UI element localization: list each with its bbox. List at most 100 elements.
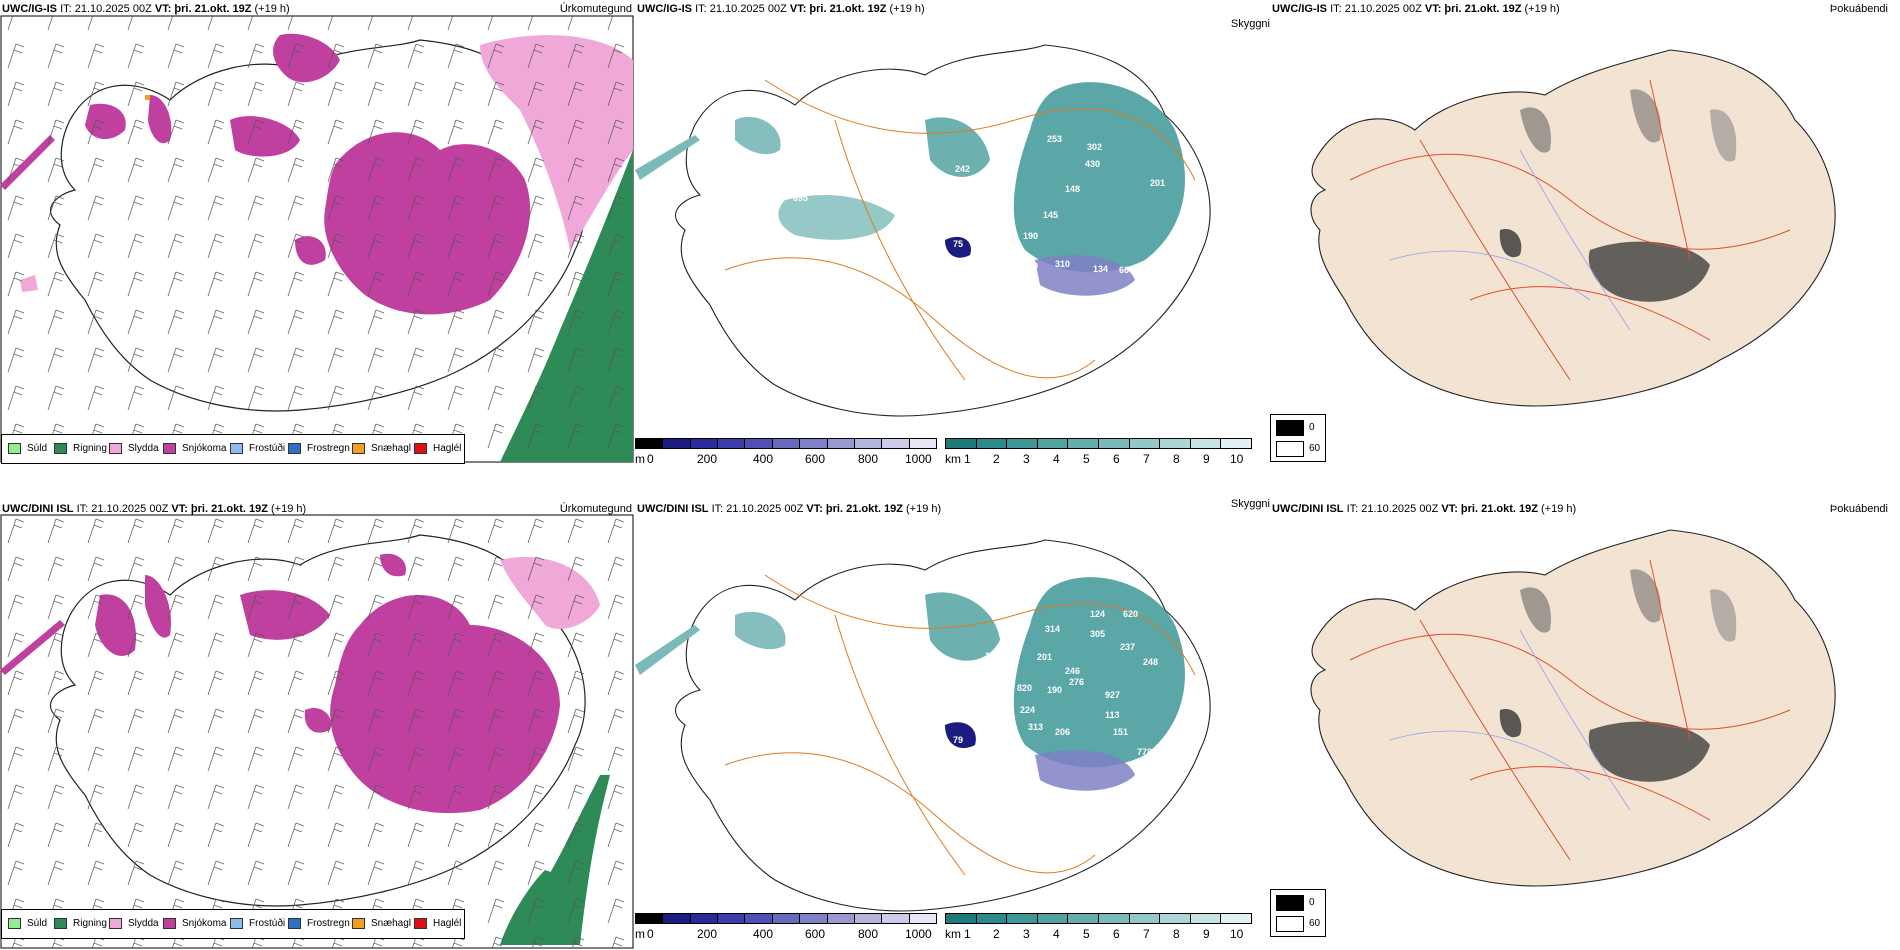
panel-igis-precip: UWC/IG-IS IT: 21.10.2025 00Z VT: þri. 21… [0, 0, 635, 475]
fog-legend-label: 0 [1309, 422, 1315, 433]
legend-swatch [414, 443, 427, 454]
svg-text:276: 276 [1069, 677, 1084, 687]
legend-item-snjokoma: Snjókoma [163, 443, 226, 454]
legend-item-frostregn: Frostregn [288, 918, 350, 929]
legend-swatch [109, 443, 122, 454]
svg-text:85: 85 [897, 702, 907, 712]
legend-item-snaehagl: Snæhagl [352, 443, 411, 454]
fog-legend: 0 60 [1270, 889, 1326, 937]
legend-item-frostudi: Frostúði [230, 443, 285, 454]
svg-text:201: 201 [1037, 652, 1052, 662]
legend-swatch [8, 443, 21, 454]
tick-label: 4 [1053, 927, 1060, 941]
tick-label: 600 [805, 452, 826, 466]
tick-label: 600 [805, 927, 826, 941]
tick-label: 6 [1113, 927, 1120, 941]
tick-label: 2 [993, 927, 1000, 941]
svg-text:110: 110 [993, 724, 1008, 734]
svg-text:133: 133 [927, 580, 942, 590]
svg-text:124: 124 [1090, 609, 1105, 619]
panel-field-label: Úrkomutegund [559, 503, 632, 515]
fog-legend-label: 60 [1309, 443, 1321, 454]
svg-text:79: 79 [953, 735, 963, 745]
tick-label: 200 [697, 927, 718, 941]
legend-swatch [109, 918, 122, 929]
tick-label: 9 [1203, 927, 1210, 941]
legend-item-sudl: Súld [8, 918, 47, 929]
svg-text:305: 305 [1090, 629, 1105, 639]
panel-dini-precip: UWC/DINI ISL IT: 21.10.2025 00Z VT: þri.… [0, 475, 635, 950]
panel-field-label: Úrkomutegund [559, 3, 632, 15]
svg-text:339: 339 [1023, 261, 1038, 271]
svg-text:157: 157 [897, 241, 912, 251]
panel-igis-vis: UWC/IG-IS IT: 21.10.2025 00Z VT: þri. 21… [635, 0, 1270, 475]
panel-title: UWC/IG-IS IT: 21.10.2025 00Z VT: þri. 21… [2, 3, 290, 15]
fog-legend: 0 60 [1270, 414, 1326, 462]
svg-text:313: 313 [1028, 722, 1043, 732]
svg-text:75: 75 [953, 239, 963, 249]
svg-text:246: 246 [1065, 666, 1080, 676]
fog-legend-swatch-0 [1276, 420, 1304, 436]
svg-text:145: 145 [1043, 210, 1058, 220]
legend-item-snjokoma: Snjókoma [163, 918, 226, 929]
svg-text:120: 120 [985, 651, 1000, 661]
tick-label: 1 [964, 927, 971, 941]
cloud-base-labels: 253 302 430 242 74 148 201 695 145 190 7… [793, 134, 1165, 275]
svg-text:778: 778 [1137, 747, 1152, 757]
legend-swatch [288, 443, 301, 454]
panel-field-label: Þokuábendi [1829, 3, 1888, 15]
precip-legend: Súld Rigning Slydda Snjókoma Frostúði Fr… [1, 909, 465, 939]
iceland-outline [1310, 529, 1836, 887]
iceland-outline [1310, 49, 1836, 407]
svg-text:139: 139 [895, 627, 910, 637]
panel-igis-fog: UWC/IG-IS IT: 21.10.2025 00Z VT: þri. 21… [1270, 0, 1900, 475]
legend-swatch [352, 443, 365, 454]
svg-text:206: 206 [1055, 727, 1070, 737]
svg-text:695: 695 [793, 193, 808, 203]
fog-legend-swatch-60 [1276, 916, 1304, 932]
svg-text:134: 134 [1093, 264, 1108, 274]
tick-label: 400 [753, 452, 774, 466]
tick-label: 1000 [905, 927, 932, 941]
visibility-unit: km [945, 927, 961, 941]
legend-swatch [288, 918, 301, 929]
legend-swatch [8, 918, 21, 929]
svg-text:113: 113 [1105, 710, 1120, 720]
tick-label: 5 [1083, 452, 1090, 466]
svg-text:148: 148 [1065, 184, 1080, 194]
legend-swatch [414, 918, 427, 929]
tick-label: 4 [1053, 452, 1060, 466]
tick-label: 1000 [905, 452, 932, 466]
cloud-base-labels: 378 139 133 314 124 620 305 237 120 87 2… [795, 580, 1158, 757]
panel-dini-fog: UWC/DINI ISL IT: 21.10.2025 00Z VT: þri.… [1270, 475, 1900, 950]
legend-item-rigning: Rigning [54, 443, 107, 454]
tick-label: 5 [1083, 927, 1090, 941]
svg-text:74: 74 [975, 197, 985, 207]
tick-label: 8 [1173, 452, 1180, 466]
tick-label: 1 [964, 452, 971, 466]
tick-label: 3 [1023, 927, 1030, 941]
precip-legend: Súld Rigning Slydda Snjókoma Frostúði Fr… [1, 434, 465, 464]
legend-item-frostregn: Frostregn [288, 443, 350, 454]
panel-title: UWC/DINI ISL IT: 21.10.2025 00Z VT: þri.… [637, 503, 942, 515]
legend-swatch [163, 443, 176, 454]
svg-text:224: 224 [1020, 705, 1035, 715]
svg-text:820: 820 [1017, 683, 1032, 693]
panel-title: UWC/DINI ISL IT: 21.10.2025 00Z VT: þri.… [2, 503, 307, 515]
legend-item-slydda: Slydda [109, 918, 159, 929]
svg-text:66: 66 [1119, 265, 1129, 275]
tick-label: 7 [1143, 927, 1150, 941]
svg-text:378: 378 [795, 625, 810, 635]
visibility-unit: km [945, 452, 961, 466]
fog-map [1310, 49, 1836, 407]
panel-title: UWC/IG-IS IT: 21.10.2025 00Z VT: þri. 21… [1272, 3, 1560, 15]
cloud-base-unit: m [635, 452, 645, 466]
svg-text:253: 253 [1047, 134, 1062, 144]
panel-field-label: Skyggni [1230, 18, 1270, 30]
tick-label: 200 [697, 452, 718, 466]
visibility-map: 378 139 133 314 124 620 305 237 120 87 2… [635, 539, 1211, 912]
svg-text:151: 151 [1113, 727, 1128, 737]
tick-label: 800 [858, 927, 879, 941]
legend-swatch [352, 918, 365, 929]
svg-text:87: 87 [970, 670, 980, 680]
